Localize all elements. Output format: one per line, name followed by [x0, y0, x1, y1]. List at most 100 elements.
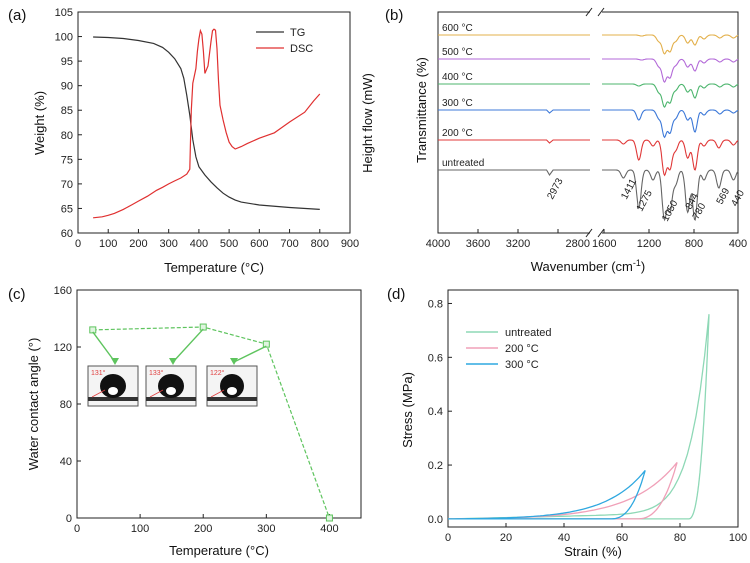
b-peak-label: 1275 [635, 188, 655, 213]
panel-b-spectra: 600 °C 500 °C 400 °C 300 °C 200 °C untreated [438, 23, 739, 222]
d-xtick-label: 80 [674, 532, 686, 544]
c-point [325, 514, 333, 522]
a-ytick-label: 60 [61, 228, 73, 240]
a-ytick-label: 75 [61, 154, 73, 166]
a-xtick-label: 700 [280, 238, 298, 250]
d-ytick-label: 0.6 [428, 352, 443, 364]
panel-d-xlabel: Strain (%) [564, 544, 622, 559]
d-series-0 [447, 314, 710, 520]
a-xtick-label: 200 [129, 238, 147, 250]
panel-c-label: (c) [8, 286, 26, 303]
c-inset-angle-line [210, 389, 225, 398]
panel-c-series [89, 323, 333, 522]
d-xtick-label: 20 [500, 532, 512, 544]
b-spectrum-right-0 [602, 34, 739, 55]
c-arrowhead [111, 358, 119, 365]
panel-a-ylabel: Weight (%) [32, 91, 47, 155]
c-arrow [92, 331, 116, 363]
c-arrow [233, 345, 267, 363]
panel-d: (d) 0 20 40 60 80 100 0.0 0.2 0.4 0.6 0.8 untreat… [387, 286, 747, 559]
c-inset-highlight [166, 387, 176, 395]
a-series-dsc [93, 28, 321, 219]
d-ytick-label: 0.0 [428, 514, 443, 526]
c-ytick-label: 0 [66, 513, 72, 525]
c-xtick-label: 400 [320, 523, 338, 535]
a-xtick-label: 900 [341, 238, 359, 250]
panel-a-xlabel: Temperature (°C) [164, 260, 264, 275]
c-inset-substrate [88, 397, 138, 401]
panel-b-label: (b) [385, 7, 403, 24]
panel-d-ylabel: Stress (MPa) [400, 372, 415, 448]
panel-a-y2label: Height flow (mW) [360, 73, 375, 173]
panel-d-frame [447, 289, 739, 528]
a-xtick-label: 800 [311, 238, 329, 250]
b-spectrum-right-3 [602, 109, 739, 139]
panel-b-break-marks [585, 7, 605, 238]
c-inset-highlight [108, 387, 118, 395]
panel-d-legend: untreated 200 °C 300 °C [466, 327, 551, 371]
panel-b-ylabel: Transmittance (%) [414, 57, 429, 163]
b-xtick-label: 400 [729, 238, 747, 250]
b-series-label: 500 °C [442, 47, 473, 58]
c-xtick-label: 100 [131, 523, 149, 535]
d-ytick-label: 0.8 [428, 298, 443, 310]
panel-c-ylabel: Water contact angle (°) [26, 338, 41, 471]
b-peak-label: 440 [729, 188, 747, 208]
a-ytick-label: 70 [61, 179, 73, 191]
c-xtick-label: 0 [74, 523, 80, 535]
panel-d-series [447, 314, 710, 520]
panel-a-label: (a) [8, 7, 26, 24]
panel-a-x-ticks: 0 100 200 300 400 500 600 700 800 900 [75, 229, 359, 250]
b-xtick-label: 3200 [506, 238, 530, 250]
a-xtick-label: 400 [190, 238, 208, 250]
a-ytick-label: 100 [55, 32, 73, 44]
a-xtick-label: 300 [159, 238, 177, 250]
b-xtick-label: 3600 [466, 238, 490, 250]
c-inset-droplet [220, 374, 244, 398]
d-series-2 [448, 469, 646, 520]
b-series-label: 200 °C [442, 128, 473, 139]
panel-a-frame [77, 11, 351, 234]
c-arrowhead [169, 358, 177, 365]
c-series-line [92, 326, 330, 519]
panel-b-x-ticks: 4000 3600 3200 2800 1600 1200 800 400 [426, 229, 747, 250]
b-spectrum-right-4 [602, 139, 739, 177]
panel-c-xlabel: Temperature (°C) [169, 543, 269, 558]
a-xtick-label: 600 [250, 238, 268, 250]
d-xtick-label: 60 [616, 532, 628, 544]
d-ytick-label: 0.4 [428, 406, 443, 418]
b-xtick-label: 1200 [637, 238, 661, 250]
c-inset-label: 133° [149, 369, 164, 377]
panel-c: (c) 0 100 200 300 400 0 40 80 120 160 131° 133° 12… [8, 285, 362, 558]
legend-label-200: 200 °C [505, 343, 539, 355]
b-spectrum-left-5 [438, 169, 590, 177]
panel-c-y-ticks: 0 40 80 120 160 [54, 285, 81, 525]
b-series-label: untreated [442, 158, 484, 169]
panel-b-break-gap [590, 6, 602, 238]
a-series-tg [93, 36, 320, 210]
d-xtick-label: 100 [729, 532, 747, 544]
c-inset-label: 122° [210, 369, 225, 377]
panel-b: (b) 4000 3600 3200 2800 1600 1200 800 400 600 °… [385, 6, 747, 274]
b-xtick-label: 4000 [426, 238, 450, 250]
panel-c-x-ticks: 0 100 200 300 400 [74, 514, 339, 535]
c-point [262, 340, 270, 348]
panel-b-frame [437, 11, 739, 234]
b-xtick-label: 800 [685, 238, 703, 250]
c-inset-angle-line [149, 389, 164, 398]
b-spectrum-right-5 [602, 169, 739, 222]
legend-label-300: 300 °C [505, 359, 539, 371]
b-xtick-label: 1600 [592, 238, 616, 250]
b-peak-label: 1050 [660, 198, 680, 223]
a-ytick-label: 80 [61, 130, 73, 142]
panel-a-y-ticks: 60 65 70 75 80 85 90 95 100 105 [55, 7, 82, 240]
legend-label-dsc: DSC [290, 43, 313, 55]
panel-a: (a) 0 100 200 300 400 500 600 700 800 900 60 65 70 7… [8, 7, 375, 275]
b-spectrum-left-3 [438, 109, 590, 114]
legend-label-tg: TG [290, 27, 305, 39]
c-ytick-label: 40 [60, 456, 72, 468]
c-arrowhead [230, 358, 238, 365]
c-ytick-label: 80 [60, 399, 72, 411]
panel-d-x-ticks: 0 20 40 60 80 100 [445, 523, 747, 544]
